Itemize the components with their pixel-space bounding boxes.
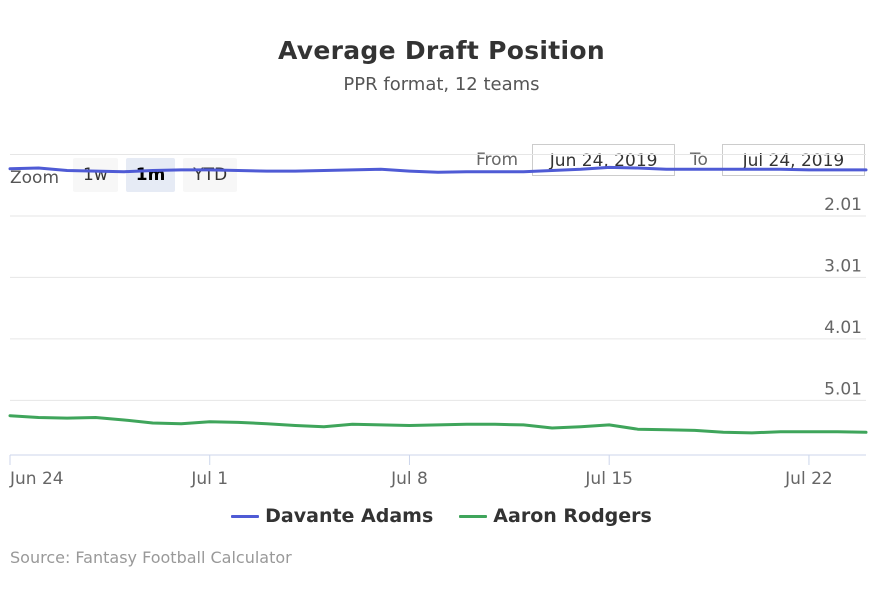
series-line-aaron-rodgers — [8, 414, 868, 435]
chart-subtitle: PPR format, 12 teams — [343, 74, 540, 95]
legend: Davante Adams Aaron Rodgers — [0, 505, 883, 527]
range-from-input[interactable]: Jun 24, 2019 — [532, 144, 676, 176]
x-tick-label: Jul 8 — [390, 469, 428, 489]
range-to: To Jul 24, 2019 — [690, 144, 865, 176]
legend-swatch-aaron-rodgers — [459, 514, 488, 518]
source-credit: Source: Fantasy Football Calculator — [10, 548, 292, 567]
x-tick-label: Jul 15 — [584, 469, 633, 489]
series-line-davante-adams — [8, 165, 868, 174]
legend-item-davante-adams[interactable]: Davante Adams — [231, 505, 433, 527]
x-tick-label: Jul 1 — [190, 469, 228, 489]
y-tick-label: 2.01 — [824, 195, 862, 215]
y-tick-label: 4.01 — [824, 318, 862, 338]
y-tick-label: 5.01 — [824, 379, 862, 399]
chart-title: Average Draft Position — [278, 36, 605, 65]
legend-item-aaron-rodgers[interactable]: Aaron Rodgers — [459, 505, 652, 527]
zoom-label: Zoom — [10, 168, 60, 188]
x-tick-label: Jul 22 — [784, 469, 833, 489]
x-tick-label: Jun 24 — [9, 469, 64, 489]
legend-swatch-davante-adams — [231, 514, 260, 518]
legend-label-davante-adams: Davante Adams — [265, 505, 434, 527]
legend-label-aaron-rodgers: Aaron Rodgers — [493, 505, 652, 527]
range-to-input[interactable]: Jul 24, 2019 — [721, 144, 865, 176]
y-tick-label: 3.01 — [824, 256, 862, 276]
